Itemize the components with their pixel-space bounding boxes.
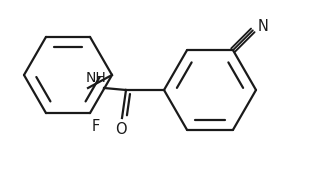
Text: O: O [115,122,127,137]
Text: F: F [92,119,100,134]
Text: N: N [257,19,268,34]
Text: NH: NH [86,71,106,85]
